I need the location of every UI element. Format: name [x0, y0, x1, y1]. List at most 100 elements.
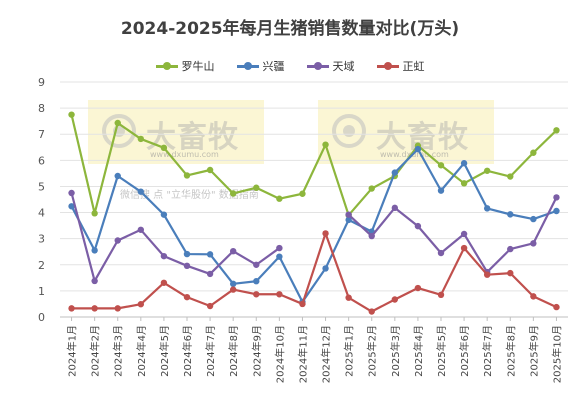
x-tick-label: 2024年10月 [273, 325, 286, 383]
data-point-罗牛山 [183, 172, 191, 179]
watermark-site: www.dxumu.com [150, 150, 219, 159]
data-point-天域 [206, 270, 214, 278]
data-point-兴疆 [276, 253, 283, 260]
data-point-兴疆 [160, 211, 168, 218]
series-line-正虹 [71, 232, 557, 313]
y-tick-label: 4 [38, 207, 45, 220]
legend-item: 正虹 [376, 58, 425, 74]
data-point-罗牛山 [437, 162, 445, 169]
x-tick-label: 2025年8月 [504, 325, 517, 377]
data-point-兴疆 [414, 145, 422, 153]
data-point-正虹 [91, 305, 98, 312]
legend-label: 天域 [332, 60, 355, 73]
data-point-天域 [507, 245, 514, 253]
data-point-天域 [253, 261, 260, 268]
x-tick-label: 2025年5月 [435, 325, 448, 377]
data-point-正虹 [414, 284, 422, 292]
data-point-天域 [276, 244, 283, 252]
data-point-正虹 [253, 291, 260, 298]
series-line-天域 [347, 196, 558, 274]
data-point-天域 [437, 249, 445, 257]
data-point-兴疆 [114, 172, 121, 180]
x-tick-label: 2024年2月 [89, 325, 102, 377]
x-tick-label: 2024年12月 [320, 325, 333, 383]
y-tick-label: 3 [38, 233, 45, 246]
data-point-天域 [91, 277, 98, 285]
x-tick-label: 2024年11月 [296, 325, 309, 383]
data-point-正虹 [530, 293, 537, 300]
data-point-兴疆 [460, 160, 468, 167]
y-tick-label: 9 [38, 76, 45, 89]
data-point-兴疆 [206, 251, 214, 258]
x-tick-label: 2024年1月 [66, 325, 79, 377]
x-tick-label: 2025年6月 [458, 325, 471, 377]
data-point-天域 [391, 204, 399, 212]
legend-label: 兴疆 [262, 60, 285, 73]
data-point-正虹 [345, 294, 352, 301]
data-point-正虹 [68, 305, 75, 312]
x-tick-label: 2025年1月 [343, 325, 356, 377]
legend-item: 天域 [306, 58, 355, 74]
data-point-兴疆 [253, 278, 260, 285]
legend-label: 罗牛山 [181, 60, 215, 73]
legend-swatch [306, 62, 329, 70]
data-point-兴疆 [437, 187, 445, 194]
x-tick-label: 2025年2月 [366, 325, 379, 377]
legend-swatch [376, 62, 399, 70]
data-point-兴疆 [345, 216, 352, 224]
legend-swatch [236, 62, 259, 70]
data-point-正虹 [437, 291, 445, 299]
data-point-罗牛山 [553, 127, 560, 134]
data-point-罗牛山 [68, 111, 75, 118]
data-point-罗牛山 [160, 144, 168, 151]
y-tick-label: 7 [38, 128, 45, 141]
data-point-天域 [229, 248, 237, 255]
data-point-兴疆 [68, 203, 75, 210]
x-tick-label: 2025年4月 [412, 325, 425, 377]
data-point-兴疆 [530, 215, 537, 223]
data-point-兴疆 [183, 250, 191, 258]
x-tick-label: 2024年7月 [204, 325, 217, 377]
data-point-天域 [345, 211, 352, 218]
watermark-box-left: 大畜牧 www.dxumu.com [88, 100, 264, 164]
data-point-正虹 [206, 302, 214, 310]
data-point-天域 [530, 240, 537, 247]
data-point-兴疆 [322, 265, 329, 272]
chart-title: 2024-2025年每月生猪销售数量对比(万头) [120, 19, 460, 39]
data-point-罗牛山 [137, 135, 145, 143]
data-point-天域 [183, 262, 191, 270]
x-tick-label: 2025年7月 [481, 325, 494, 377]
y-tick-label: 2 [38, 259, 45, 272]
watermark-box-right: 大畜牧 www.dxumu.com [318, 100, 494, 164]
legend-item: 罗牛山 [155, 58, 215, 74]
data-point-罗牛山 [483, 167, 491, 174]
data-point-兴疆 [553, 207, 560, 215]
x-tick-label: 2024年5月 [158, 325, 171, 377]
data-point-罗牛山 [299, 190, 306, 197]
watermark-note: 微信搜 点 "立华股份" 数据指南 [120, 190, 259, 201]
data-point-正虹 [137, 301, 145, 308]
data-point-正虹 [553, 303, 560, 311]
x-tick-label: 2024年3月 [112, 325, 125, 377]
data-point-罗牛山 [91, 210, 98, 217]
data-point-兴疆 [137, 188, 145, 195]
data-point-正虹 [114, 305, 121, 312]
data-point-兴疆 [91, 247, 98, 254]
data-point-正虹 [229, 286, 237, 293]
data-point-罗牛山 [114, 119, 121, 127]
data-point-兴疆 [391, 169, 399, 176]
x-tick-label: 2025年3月 [389, 325, 402, 377]
data-point-天域 [114, 237, 121, 244]
data-point-罗牛山 [507, 173, 514, 180]
data-point-天域 [137, 226, 145, 233]
y-tick-label: 0 [38, 311, 45, 324]
x-tick-label: 2024年8月 [227, 325, 240, 377]
x-tick-label: 2024年4月 [135, 325, 148, 377]
x-tick-label: 2025年10月 [550, 325, 563, 383]
series-line-罗牛山 [70, 114, 558, 217]
data-point-天域 [460, 230, 468, 238]
data-point-罗牛山 [253, 184, 260, 191]
data-point-罗牛山 [276, 195, 283, 202]
data-point-正虹 [483, 271, 491, 278]
x-tick-label: 2025年9月 [527, 325, 540, 377]
